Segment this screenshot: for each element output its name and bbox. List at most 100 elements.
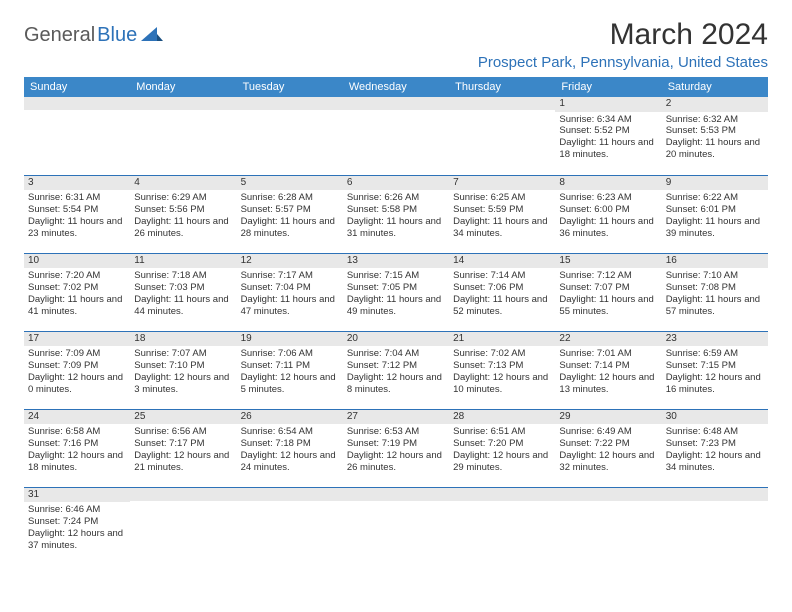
calendar-cell-empty (555, 487, 661, 565)
daylight-text: Daylight: 11 hours and 28 minutes. (241, 216, 339, 240)
daylight-text: Daylight: 11 hours and 20 minutes. (666, 137, 764, 161)
day-number (130, 488, 236, 501)
calendar-table: SundayMondayTuesdayWednesdayThursdayFrid… (24, 77, 768, 565)
day-number: 17 (24, 332, 130, 347)
sunset-text: Sunset: 7:17 PM (134, 438, 232, 450)
day-number (24, 97, 130, 110)
day-number (237, 97, 343, 110)
day-number: 2 (662, 97, 768, 112)
calendar-cell-empty (343, 97, 449, 175)
day-number: 13 (343, 254, 449, 269)
day-number (555, 488, 661, 501)
sunset-text: Sunset: 7:19 PM (347, 438, 445, 450)
calendar-cell: 30Sunrise: 6:48 AMSunset: 7:23 PMDayligh… (662, 409, 768, 487)
sunset-text: Sunset: 5:52 PM (559, 125, 657, 137)
calendar-cell-empty (237, 487, 343, 565)
day-number: 31 (24, 488, 130, 503)
day-number: 27 (343, 410, 449, 425)
daylight-text: Daylight: 12 hours and 16 minutes. (666, 372, 764, 396)
calendar-cell: 26Sunrise: 6:54 AMSunset: 7:18 PMDayligh… (237, 409, 343, 487)
daylight-text: Daylight: 11 hours and 23 minutes. (28, 216, 126, 240)
calendar-cell-empty (662, 487, 768, 565)
sunrise-text: Sunrise: 7:20 AM (28, 270, 126, 282)
calendar-cell: 17Sunrise: 7:09 AMSunset: 7:09 PMDayligh… (24, 331, 130, 409)
sunrise-text: Sunrise: 6:58 AM (28, 426, 126, 438)
calendar-cell-empty (237, 97, 343, 175)
calendar-cell-empty (449, 487, 555, 565)
sunrise-text: Sunrise: 7:01 AM (559, 348, 657, 360)
calendar-cell: 9Sunrise: 6:22 AMSunset: 6:01 PMDaylight… (662, 175, 768, 253)
day-number: 12 (237, 254, 343, 269)
location-text: Prospect Park, Pennsylvania, United Stat… (478, 54, 768, 71)
day-number: 21 (449, 332, 555, 347)
day-number: 9 (662, 176, 768, 191)
sunrise-text: Sunrise: 6:22 AM (666, 192, 764, 204)
daylight-text: Daylight: 12 hours and 34 minutes. (666, 450, 764, 474)
day-number: 24 (24, 410, 130, 425)
sunrise-text: Sunrise: 7:18 AM (134, 270, 232, 282)
logo-text-blue: Blue (97, 24, 137, 47)
day-header-row: SundayMondayTuesdayWednesdayThursdayFrid… (24, 77, 768, 97)
calendar-cell-empty (343, 487, 449, 565)
sunrise-text: Sunrise: 6:46 AM (28, 504, 126, 516)
sunset-text: Sunset: 7:09 PM (28, 360, 126, 372)
sunrise-text: Sunrise: 6:31 AM (28, 192, 126, 204)
sunrise-text: Sunrise: 7:10 AM (666, 270, 764, 282)
sunrise-text: Sunrise: 6:51 AM (453, 426, 551, 438)
day-number (343, 97, 449, 110)
calendar-cell: 14Sunrise: 7:14 AMSunset: 7:06 PMDayligh… (449, 253, 555, 331)
day-number: 16 (662, 254, 768, 269)
calendar-cell: 27Sunrise: 6:53 AMSunset: 7:19 PMDayligh… (343, 409, 449, 487)
daylight-text: Daylight: 11 hours and 57 minutes. (666, 294, 764, 318)
calendar-week-row: 24Sunrise: 6:58 AMSunset: 7:16 PMDayligh… (24, 409, 768, 487)
day-number: 20 (343, 332, 449, 347)
calendar-week-row: 1Sunrise: 6:34 AMSunset: 5:52 PMDaylight… (24, 97, 768, 175)
calendar-cell: 5Sunrise: 6:28 AMSunset: 5:57 PMDaylight… (237, 175, 343, 253)
sunrise-text: Sunrise: 7:17 AM (241, 270, 339, 282)
calendar-cell: 11Sunrise: 7:18 AMSunset: 7:03 PMDayligh… (130, 253, 236, 331)
calendar-cell: 16Sunrise: 7:10 AMSunset: 7:08 PMDayligh… (662, 253, 768, 331)
month-title: March 2024 (478, 18, 768, 52)
daylight-text: Daylight: 11 hours and 36 minutes. (559, 216, 657, 240)
sunrise-text: Sunrise: 6:49 AM (559, 426, 657, 438)
sunrise-text: Sunrise: 7:15 AM (347, 270, 445, 282)
day-number: 30 (662, 410, 768, 425)
daylight-text: Daylight: 12 hours and 32 minutes. (559, 450, 657, 474)
daylight-text: Daylight: 11 hours and 55 minutes. (559, 294, 657, 318)
calendar-cell: 20Sunrise: 7:04 AMSunset: 7:12 PMDayligh… (343, 331, 449, 409)
calendar-cell: 1Sunrise: 6:34 AMSunset: 5:52 PMDaylight… (555, 97, 661, 175)
day-number: 7 (449, 176, 555, 191)
sunrise-text: Sunrise: 7:09 AM (28, 348, 126, 360)
sunset-text: Sunset: 6:01 PM (666, 204, 764, 216)
sunset-text: Sunset: 6:00 PM (559, 204, 657, 216)
day-header: Tuesday (237, 77, 343, 97)
day-number: 15 (555, 254, 661, 269)
day-header: Sunday (24, 77, 130, 97)
sunrise-text: Sunrise: 7:06 AM (241, 348, 339, 360)
day-number: 10 (24, 254, 130, 269)
daylight-text: Daylight: 11 hours and 18 minutes. (559, 137, 657, 161)
calendar-cell: 10Sunrise: 7:20 AMSunset: 7:02 PMDayligh… (24, 253, 130, 331)
sunset-text: Sunset: 7:11 PM (241, 360, 339, 372)
day-header: Saturday (662, 77, 768, 97)
sunset-text: Sunset: 7:03 PM (134, 282, 232, 294)
day-header: Monday (130, 77, 236, 97)
day-number: 14 (449, 254, 555, 269)
calendar-cell: 18Sunrise: 7:07 AMSunset: 7:10 PMDayligh… (130, 331, 236, 409)
daylight-text: Daylight: 12 hours and 3 minutes. (134, 372, 232, 396)
daylight-text: Daylight: 12 hours and 10 minutes. (453, 372, 551, 396)
calendar-cell: 25Sunrise: 6:56 AMSunset: 7:17 PMDayligh… (130, 409, 236, 487)
day-number (130, 97, 236, 110)
day-number: 1 (555, 97, 661, 112)
day-number: 5 (237, 176, 343, 191)
day-number (343, 488, 449, 501)
sunset-text: Sunset: 7:14 PM (559, 360, 657, 372)
calendar-cell: 4Sunrise: 6:29 AMSunset: 5:56 PMDaylight… (130, 175, 236, 253)
daylight-text: Daylight: 12 hours and 26 minutes. (347, 450, 445, 474)
sunrise-text: Sunrise: 7:04 AM (347, 348, 445, 360)
sunset-text: Sunset: 5:56 PM (134, 204, 232, 216)
calendar-cell: 29Sunrise: 6:49 AMSunset: 7:22 PMDayligh… (555, 409, 661, 487)
daylight-text: Daylight: 12 hours and 0 minutes. (28, 372, 126, 396)
sunrise-text: Sunrise: 6:32 AM (666, 114, 764, 126)
sunset-text: Sunset: 7:04 PM (241, 282, 339, 294)
